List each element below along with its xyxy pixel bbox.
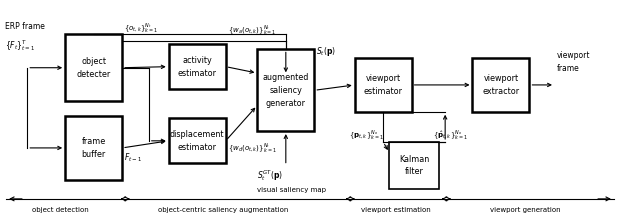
Text: extractor: extractor — [482, 87, 520, 96]
Text: ERP frame: ERP frame — [5, 22, 45, 31]
Text: visual saliency map: visual saliency map — [257, 187, 326, 193]
Bar — [65, 34, 122, 101]
Text: $\{w_d(o_{t,k})\}_{k=1}^{N_t}$: $\{w_d(o_{t,k})\}_{k=1}^{N_t}$ — [228, 141, 277, 155]
Text: generator: generator — [266, 99, 306, 108]
Text: viewport: viewport — [557, 51, 590, 60]
Text: $F_{t-1}$: $F_{t-1}$ — [124, 152, 142, 164]
Text: $\{F_t\}_{t=1}^T$: $\{F_t\}_{t=1}^T$ — [5, 38, 35, 53]
Text: object-centric saliency augmentation: object-centric saliency augmentation — [158, 207, 288, 213]
Text: detecter: detecter — [76, 70, 111, 79]
Text: displacement: displacement — [170, 130, 224, 139]
Text: viewport: viewport — [484, 74, 518, 83]
Text: $\{\hat{\mathbf{p}}_{t,k}\}_{k=1}^{N_o}$: $\{\hat{\mathbf{p}}_{t,k}\}_{k=1}^{N_o}$ — [433, 129, 467, 142]
Bar — [65, 116, 122, 180]
Text: viewport generation: viewport generation — [490, 207, 561, 213]
Text: estimator: estimator — [178, 143, 216, 152]
Text: estimator: estimator — [178, 69, 216, 78]
Bar — [355, 58, 412, 112]
Text: estimator: estimator — [364, 87, 402, 96]
Text: $\{w_a(o_{t,k})\}_{k=1}^{N_t}$: $\{w_a(o_{t,k})\}_{k=1}^{N_t}$ — [228, 23, 277, 37]
Text: saliency: saliency — [269, 86, 303, 95]
Text: filter: filter — [405, 167, 423, 177]
Text: $\{o_{t,k}\}_{k=1}^{N_t}$: $\{o_{t,k}\}_{k=1}^{N_t}$ — [124, 21, 158, 35]
Text: buffer: buffer — [81, 150, 106, 159]
Text: augmented: augmented — [263, 73, 309, 82]
Bar — [257, 49, 314, 131]
Text: Kalman: Kalman — [399, 155, 429, 164]
Text: $S_t(\mathbf{p})$: $S_t(\mathbf{p})$ — [316, 45, 336, 58]
Text: $\{\mathbf{p}_{t,k}\}_{k=1}^{N_o}$: $\{\mathbf{p}_{t,k}\}_{k=1}^{N_o}$ — [349, 129, 384, 142]
Text: activity: activity — [182, 56, 212, 65]
Text: viewport estimation: viewport estimation — [361, 207, 430, 213]
Text: viewport: viewport — [366, 74, 401, 83]
Bar — [169, 118, 226, 163]
Text: $S_t^{GT}(\mathbf{p})$: $S_t^{GT}(\mathbf{p})$ — [257, 168, 283, 183]
Bar — [169, 44, 226, 89]
Text: frame: frame — [81, 137, 106, 146]
Bar — [472, 58, 529, 112]
Text: object: object — [81, 57, 106, 66]
Text: frame: frame — [557, 64, 580, 73]
Bar — [389, 142, 439, 189]
Text: object detection: object detection — [32, 207, 89, 213]
